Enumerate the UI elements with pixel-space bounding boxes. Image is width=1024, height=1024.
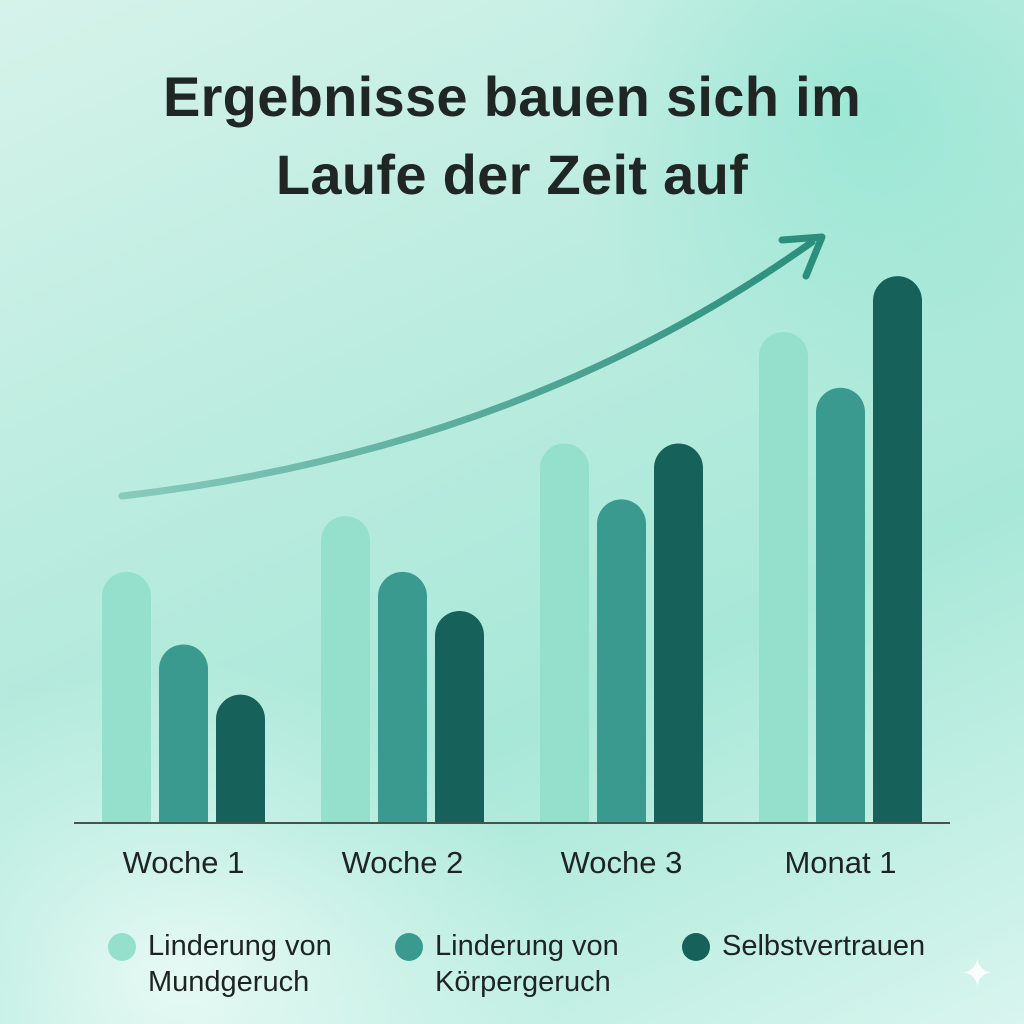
legend-label-mundgeruch-line-1: Linderung von [148,930,332,962]
legend-label-mundgeruch: Linderung von Mundgeruch [148,928,378,1000]
trend-arrow-head-icon [778,233,826,280]
x-tick-label-woche-1: Woche 1 [123,845,245,880]
bar-monat-1-selbstvertrauen [873,276,922,823]
legend-swatch-koerpergeruch [395,933,423,961]
sparkle-icon: ✦ [960,952,994,996]
bar-woche-1-selbstvertrauen [215,694,265,823]
chart-title: Ergebnisse bauen sich im Laufe der Zeit … [40,58,984,214]
bar-woche-3-linderung-von-koerpergeruch [597,499,646,823]
legend: Linderung von Mundgeruch Linderung von K… [108,928,952,1000]
bar-monat-1-linderung-von-mundgeruch [759,331,808,823]
bar-monat-1-linderung-von-koerpergeruch [816,387,865,823]
legend-label-koerpergeruch: Linderung von Körpergeruch [435,928,665,1000]
chart-title-line-1: Ergebnisse bauen sich im [162,65,862,128]
chart-title-line-2: Laufe der Zeit auf [275,143,749,206]
legend-swatch-mundgeruch [108,933,136,961]
legend-item-koerpergeruch: Linderung von Körpergeruch [395,928,682,1000]
bar-woche-2-linderung-von-koerpergeruch [378,571,427,823]
legend-item-selbstvertrauen: Selbstvertrauen [682,928,952,1000]
x-axis-labels: Woche 1 Woche 2 Woche 3 Monat 1 [123,845,897,880]
legend-label-selbstvertrauen-line-1: Selbstvertrauen [722,930,926,962]
bars-group [102,276,922,823]
x-tick-label-woche-3: Woche 3 [561,845,683,880]
bar-woche-2-linderung-von-mundgeruch [321,516,370,823]
legend-label-koerpergeruch-line-1: Linderung von [435,930,619,962]
bar-woche-3-linderung-von-mundgeruch [540,443,589,823]
trend-arrow-line [118,238,816,500]
bar-woche-1-linderung-von-mundgeruch [102,571,151,823]
bar-woche-3-selbstvertrauen [654,443,703,823]
legend-label-koerpergeruch-line-2: Körpergeruch [435,966,611,998]
x-tick-label-woche-2: Woche 2 [342,845,464,880]
x-tick-label-monat-1: Monat 1 [784,845,896,880]
legend-swatch-selbstvertrauen [682,933,710,961]
bar-woche-1-linderung-von-koerpergeruch [159,644,208,823]
legend-item-mundgeruch: Linderung von Mundgeruch [108,928,395,1000]
legend-label-mundgeruch-line-2: Mundgeruch [148,966,310,998]
legend-label-selbstvertrauen: Selbstvertrauen [722,928,952,964]
bar-woche-2-selbstvertrauen [435,610,484,823]
